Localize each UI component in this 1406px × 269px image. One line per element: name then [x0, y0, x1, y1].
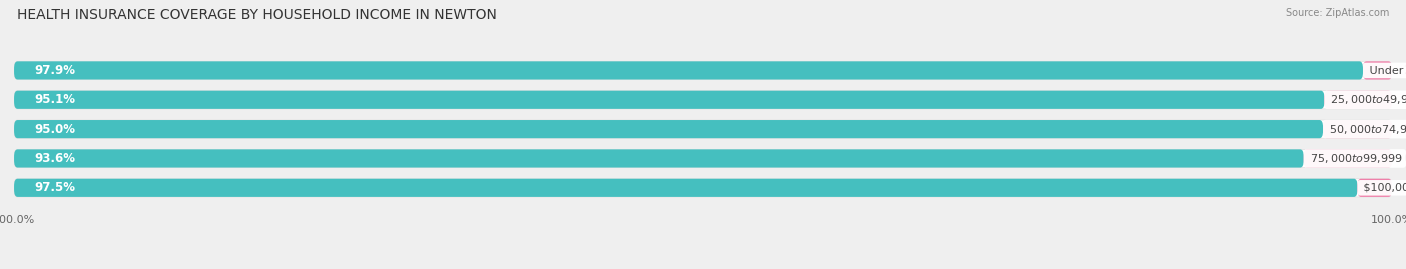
Text: $50,000 to $74,999: $50,000 to $74,999 [1326, 123, 1406, 136]
FancyBboxPatch shape [14, 61, 1362, 80]
Text: Source: ZipAtlas.com: Source: ZipAtlas.com [1285, 8, 1389, 18]
Text: 6.4%: 6.4% [1403, 152, 1406, 165]
Text: 95.0%: 95.0% [35, 123, 76, 136]
FancyBboxPatch shape [1303, 149, 1392, 168]
FancyBboxPatch shape [14, 120, 1392, 138]
Text: 2.1%: 2.1% [1403, 64, 1406, 77]
FancyBboxPatch shape [1323, 120, 1392, 138]
Text: 2.5%: 2.5% [1403, 181, 1406, 194]
Text: 4.9%: 4.9% [1403, 93, 1406, 106]
FancyBboxPatch shape [1362, 61, 1392, 80]
FancyBboxPatch shape [14, 179, 1358, 197]
Text: $100,000 and over: $100,000 and over [1360, 183, 1406, 193]
Text: HEALTH INSURANCE COVERAGE BY HOUSEHOLD INCOME IN NEWTON: HEALTH INSURANCE COVERAGE BY HOUSEHOLD I… [17, 8, 496, 22]
Text: 5.0%: 5.0% [1403, 123, 1406, 136]
Legend: With Coverage, Without Coverage: With Coverage, Without Coverage [572, 266, 834, 269]
FancyBboxPatch shape [14, 91, 1324, 109]
FancyBboxPatch shape [1358, 179, 1392, 197]
Text: 97.9%: 97.9% [35, 64, 76, 77]
Text: $75,000 to $99,999: $75,000 to $99,999 [1306, 152, 1403, 165]
Text: 97.5%: 97.5% [35, 181, 76, 194]
FancyBboxPatch shape [14, 179, 1392, 197]
FancyBboxPatch shape [14, 61, 1392, 80]
Text: Under $25,000: Under $25,000 [1365, 65, 1406, 75]
Text: 93.6%: 93.6% [35, 152, 76, 165]
FancyBboxPatch shape [1324, 91, 1392, 109]
FancyBboxPatch shape [14, 120, 1323, 138]
Text: 95.1%: 95.1% [35, 93, 76, 106]
Text: $25,000 to $49,999: $25,000 to $49,999 [1327, 93, 1406, 106]
FancyBboxPatch shape [14, 149, 1303, 168]
FancyBboxPatch shape [14, 149, 1392, 168]
FancyBboxPatch shape [14, 91, 1392, 109]
